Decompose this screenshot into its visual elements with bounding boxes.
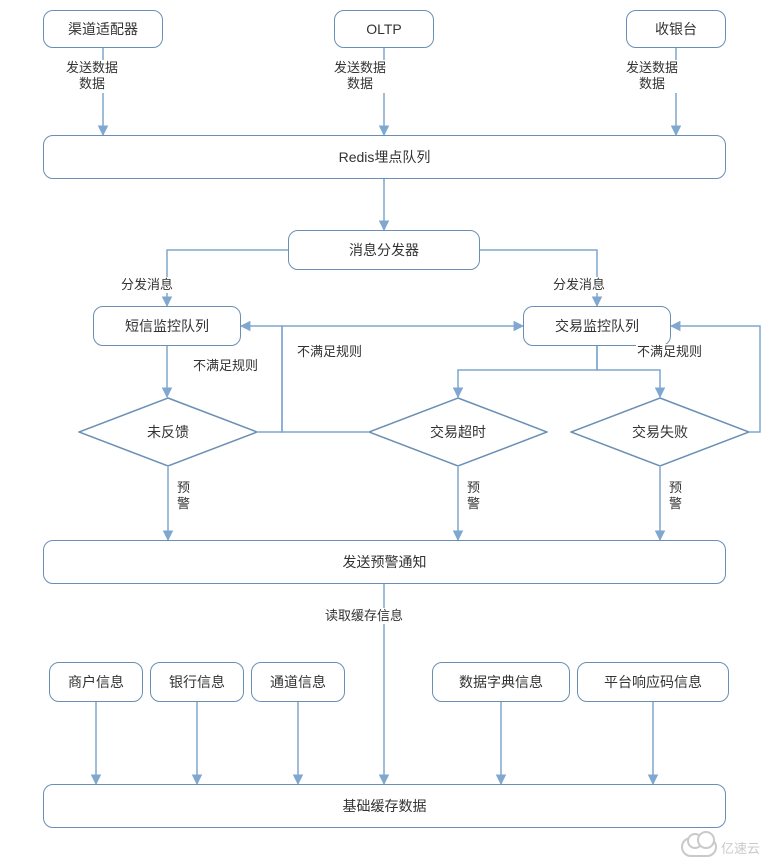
watermark-text: 亿速云 — [721, 838, 760, 857]
node-src2: OLTP — [334, 10, 434, 48]
edge-label-unsatM: 不满足规则 — [296, 344, 363, 360]
node-label: 交易超时 — [430, 422, 486, 442]
node-label: 消息分发器 — [349, 241, 419, 259]
node-label: 交易失败 — [632, 422, 688, 442]
cloud-icon — [681, 837, 717, 857]
node-bank: 银行信息 — [150, 662, 244, 702]
edge-label-sendData2: 发送数据 数据 — [333, 60, 387, 93]
node-baseCache: 基础缓存数据 — [43, 784, 726, 828]
node-dict: 数据字典信息 — [432, 662, 570, 702]
node-label: 基础缓存数据 — [343, 797, 427, 815]
node-respCode: 平台响应码信息 — [577, 662, 729, 702]
node-label: 渠道适配器 — [68, 20, 138, 38]
node-label: 交易监控队列 — [555, 317, 639, 335]
node-merchant: 商户信息 — [49, 662, 143, 702]
edge-dispatcher-smsQueue — [167, 250, 288, 306]
node-label: 平台响应码信息 — [604, 673, 702, 691]
watermark: 亿速云 — [681, 837, 760, 857]
node-label: 数据字典信息 — [459, 673, 543, 691]
edge-label-alert1: 预 警 — [176, 480, 191, 513]
edge-txQueue-txTimeout — [458, 346, 597, 397]
node-redis: Redis埋点队列 — [43, 135, 726, 179]
edge-label-unsatR: 不满足规则 — [636, 344, 703, 360]
edge-label-readCache: 读取缓存信息 — [324, 608, 404, 624]
node-dispatcher: 消息分发器 — [288, 230, 480, 270]
node-smsQueue: 短信监控队列 — [93, 306, 241, 346]
node-sendAlert: 发送预警通知 — [43, 540, 726, 584]
node-label: 通道信息 — [270, 673, 326, 691]
edge-label-alert2: 预 警 — [466, 480, 481, 513]
node-txTimeout: 交易超时 — [368, 397, 548, 467]
node-label: OLTP — [366, 20, 402, 38]
edge-label-unsatL: 不满足规则 — [192, 358, 259, 374]
edge-label-sendData3: 发送数据 数据 — [625, 60, 679, 93]
node-label: 未反馈 — [147, 422, 189, 442]
node-src3: 收银台 — [626, 10, 726, 48]
edge-label-alert3: 预 警 — [668, 480, 683, 513]
node-txQueue: 交易监控队列 — [523, 306, 671, 346]
node-label: 商户信息 — [68, 673, 124, 691]
node-label: 短信监控队列 — [125, 317, 209, 335]
node-label: Redis埋点队列 — [339, 148, 431, 166]
edge-label-dispatchR: 分发消息 — [552, 277, 606, 293]
node-label: 发送预警通知 — [343, 553, 427, 571]
edge-label-dispatchL: 分发消息 — [120, 277, 174, 293]
node-txFail: 交易失败 — [570, 397, 750, 467]
edge-label-sendData1: 发送数据 数据 — [65, 60, 119, 93]
node-label: 收银台 — [655, 20, 697, 38]
node-src1: 渠道适配器 — [43, 10, 163, 48]
node-channel: 通道信息 — [251, 662, 345, 702]
node-label: 银行信息 — [169, 673, 225, 691]
node-noFeedback: 未反馈 — [78, 397, 258, 467]
